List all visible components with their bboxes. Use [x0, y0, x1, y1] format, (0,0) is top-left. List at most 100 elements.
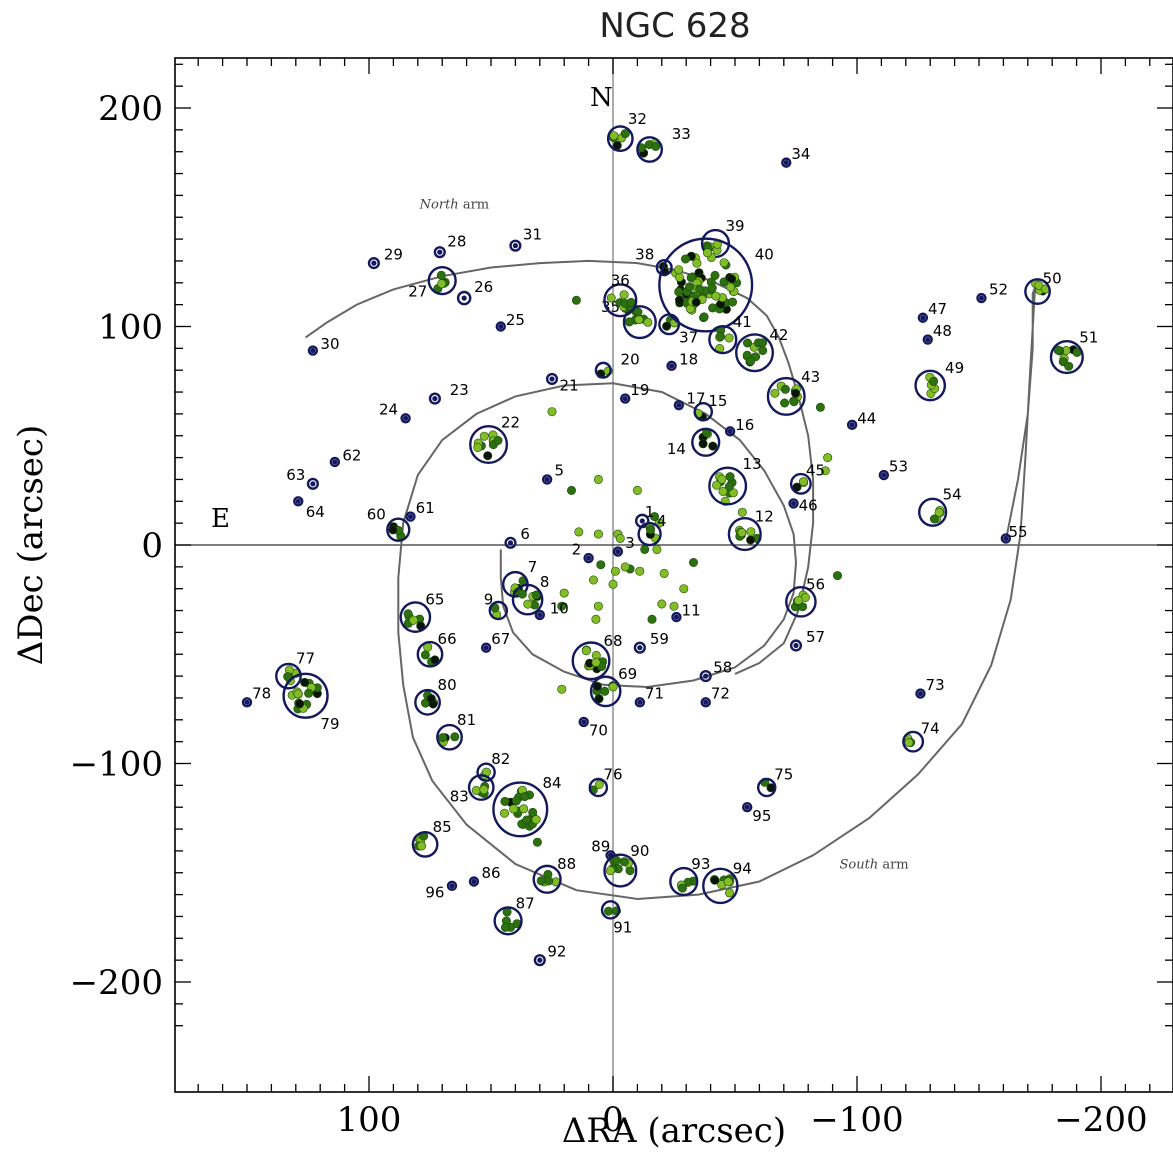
- region-label: 27: [408, 283, 427, 301]
- region-core: [615, 548, 621, 555]
- region-knot: [712, 480, 722, 490]
- arm-label-rest: arm: [878, 857, 908, 872]
- region-label: 29: [384, 245, 403, 263]
- region-knot: [531, 815, 541, 825]
- region-18: 18: [666, 350, 698, 372]
- y-axis-title: ΔDec (arcsec): [11, 425, 51, 666]
- region-knot: [620, 129, 630, 139]
- region-knot: [608, 682, 618, 692]
- region-59: 59: [633, 630, 669, 654]
- knot-27: [832, 571, 842, 581]
- compass-north: N: [590, 83, 613, 113]
- knot-14: [559, 588, 569, 598]
- knot-4: [588, 575, 598, 585]
- region-circle: [468, 876, 480, 887]
- region-circle: [446, 880, 458, 892]
- region-knot: [594, 779, 604, 789]
- region-circle: [400, 413, 411, 424]
- region-core: [310, 347, 316, 354]
- region-label: 48: [933, 322, 952, 340]
- knot-30: [640, 544, 650, 554]
- region-knot: [770, 388, 780, 398]
- region-knot: [592, 681, 602, 691]
- region-circle: [589, 675, 622, 708]
- region-label: 13: [743, 455, 762, 473]
- region-core: [332, 459, 338, 465]
- region-71: 71: [634, 685, 664, 708]
- region-50: 50: [1024, 269, 1062, 305]
- region-knot: [436, 270, 446, 280]
- region-circle: [603, 283, 638, 318]
- region-13: 13: [708, 455, 762, 506]
- region-circle: [583, 552, 594, 564]
- region-knot: [388, 525, 398, 535]
- region-11: 11: [671, 602, 701, 623]
- region-core: [676, 402, 682, 408]
- region-label: 50: [1043, 269, 1062, 287]
- region-knot: [594, 694, 604, 704]
- region-core: [881, 472, 887, 478]
- region-circle: [241, 697, 253, 708]
- region-core: [1003, 535, 1009, 542]
- region-21: 21: [545, 372, 579, 394]
- region-knot: [511, 796, 521, 806]
- x-axis-title: ΔRA (arcsec): [562, 1111, 786, 1151]
- region-label: 72: [711, 685, 730, 703]
- region-knot: [929, 514, 939, 524]
- region-label: 42: [769, 326, 788, 344]
- region-knot: [609, 131, 619, 141]
- knot-29: [620, 562, 630, 572]
- region-label: 53: [889, 457, 908, 475]
- region-circle: [785, 585, 817, 618]
- region-52: 52: [976, 280, 1008, 304]
- region-knot: [793, 595, 803, 605]
- region-label: 82: [491, 750, 510, 768]
- region-knot: [699, 312, 709, 322]
- region-knot: [680, 254, 690, 264]
- region-2: 2: [572, 540, 594, 564]
- region-knot: [634, 315, 644, 325]
- region-circle: [428, 392, 441, 405]
- region-34: 34: [781, 145, 810, 168]
- region-core: [703, 673, 709, 679]
- region-label: 45: [806, 462, 825, 480]
- knot-0: [571, 295, 581, 305]
- region-label: 21: [560, 376, 579, 394]
- x-tick-label: 100: [337, 1100, 402, 1140]
- region-label: 85: [433, 818, 452, 836]
- x-tick-label: −100: [810, 1100, 903, 1140]
- knot-26: [820, 466, 830, 476]
- region-knot: [746, 535, 756, 545]
- region-label: 90: [630, 842, 649, 860]
- region-label: 95: [752, 807, 771, 825]
- region-label: 38: [635, 245, 654, 263]
- region-94: 94: [702, 859, 752, 905]
- south-arm-curve: [397, 286, 1037, 901]
- knot-38: [615, 533, 625, 543]
- x-tick-label: 0: [602, 1100, 624, 1140]
- region-circle: [603, 853, 638, 888]
- region-knot: [520, 792, 530, 802]
- region-label: 23: [450, 381, 469, 399]
- region-48: 48: [922, 322, 952, 345]
- region-knot: [536, 876, 546, 886]
- region-label: 75: [774, 765, 793, 783]
- region-label: 52: [989, 280, 1008, 298]
- region-core: [549, 376, 555, 382]
- region-69: 69: [589, 665, 637, 708]
- region-label: 64: [306, 503, 325, 521]
- region-circle: [492, 781, 549, 838]
- region-knot: [725, 282, 735, 292]
- knot-23: [669, 601, 679, 611]
- region-knot: [674, 265, 684, 275]
- region-circle: [399, 601, 432, 633]
- region-circle: [414, 688, 441, 716]
- region-circle: [781, 157, 792, 168]
- arm-label-0: North arm: [419, 198, 489, 213]
- knot-22: [593, 601, 603, 611]
- region-core: [310, 481, 316, 487]
- region-knot: [619, 857, 629, 867]
- region-knot: [725, 472, 735, 482]
